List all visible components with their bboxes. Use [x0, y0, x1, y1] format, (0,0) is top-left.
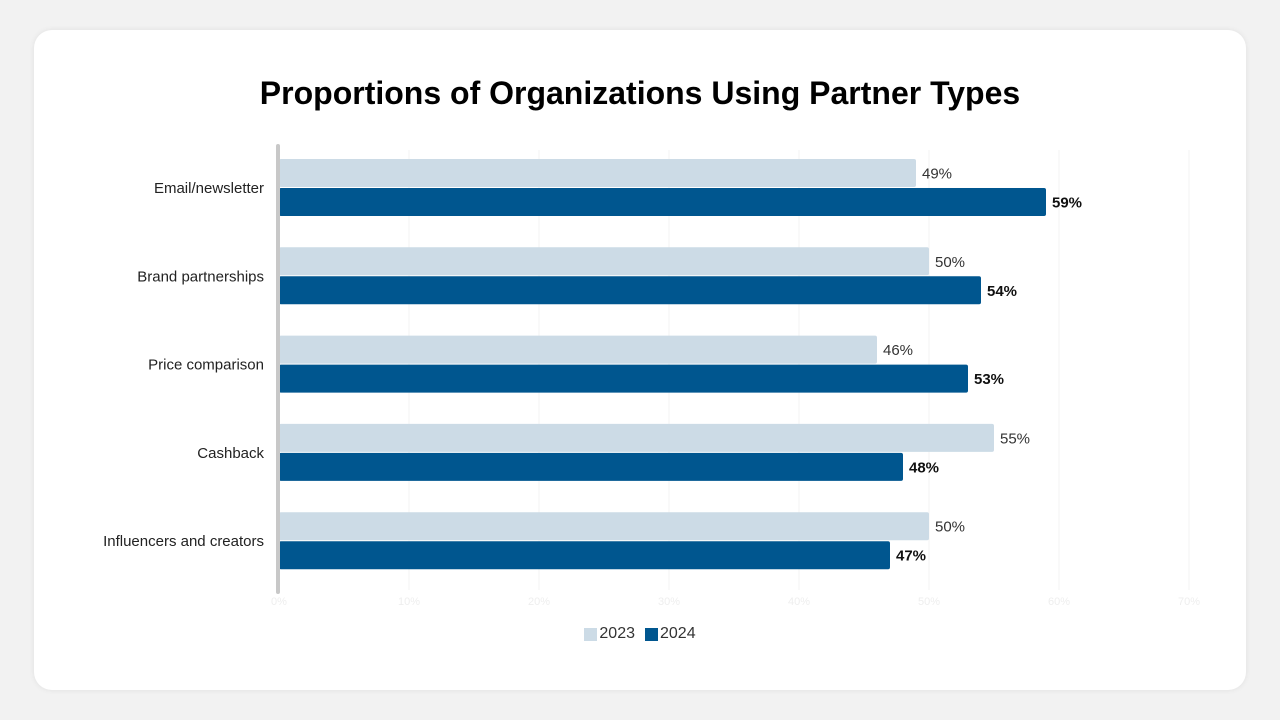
bar-2024 — [279, 276, 981, 305]
value-label-2023: 50% — [935, 254, 965, 271]
x-tick-labels: 0% 10% 20% 30% 40% 50% 60% 70% — [271, 596, 1200, 608]
value-label-2024: 48% — [909, 459, 939, 476]
legend-swatch-2023 — [584, 627, 598, 641]
bar-2023 — [279, 159, 916, 187]
value-label-2024: 47% — [896, 548, 926, 565]
category-labels: Email/newsletter Brand partnerships Price … — [103, 180, 264, 550]
bar-2023 — [279, 423, 994, 452]
bar-2023 — [279, 247, 929, 276]
value-label-2024: 54% — [987, 283, 1017, 300]
y-axis-line — [276, 144, 280, 594]
x-tick-label: 60% — [1048, 596, 1070, 608]
value-label-2024: 53% — [974, 371, 1004, 388]
category-label: Brand partnerships — [137, 268, 264, 285]
bar-2023 — [279, 335, 877, 364]
value-label-2023: 55% — [1000, 430, 1030, 447]
value-label-2023: 49% — [922, 166, 952, 183]
legend-label-2023: 2023 — [599, 625, 635, 642]
bars — [279, 159, 1046, 570]
category-label: Influencers and creators — [103, 533, 264, 550]
x-tick-label: 40% — [788, 596, 810, 608]
x-tick-label: 0% — [271, 596, 287, 608]
x-tick-label: 30% — [658, 596, 680, 608]
bar-2024 — [279, 364, 968, 393]
bar-2024 — [279, 452, 903, 481]
chart-title: Proportions of Organizations Using Partn… — [259, 75, 1021, 111]
category-label: Email/newsletter — [154, 180, 264, 197]
x-tick-label: 50% — [918, 596, 940, 608]
value-labels: 49% 59% 50% 54% 46% 53% 55% 48% 50% 47% — [883, 166, 1082, 565]
x-tick-label: 70% — [1178, 596, 1200, 608]
legend: 2023 2024 — [0, 625, 1280, 643]
bar-2024 — [279, 188, 1046, 216]
legend-label-2024: 2024 — [660, 625, 696, 642]
value-label-2023: 50% — [935, 519, 965, 536]
bar-2023 — [279, 512, 929, 541]
value-label-2024: 59% — [1052, 195, 1082, 212]
category-label: Cashback — [197, 445, 264, 462]
value-label-2023: 46% — [883, 342, 913, 359]
legend-swatch-2024 — [645, 627, 658, 641]
legend-item-2023: 2023 — [584, 625, 635, 643]
category-label: Price comparison — [148, 357, 264, 374]
x-tick-label: 20% — [528, 596, 550, 608]
x-tick-label: 10% — [398, 596, 420, 608]
bar-2024 — [279, 541, 890, 570]
legend-item-2024: 2024 — [645, 625, 696, 643]
